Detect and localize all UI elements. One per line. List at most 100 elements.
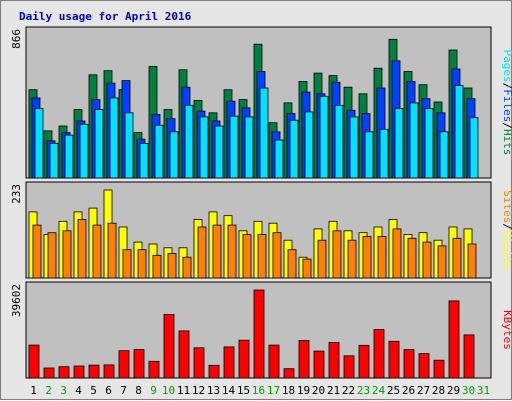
kbytes-kbytes-bar-day-11 [178, 330, 190, 379]
visits-sites-bar-day-25 [392, 228, 402, 279]
kbytes-kbytes-bar-day-22 [343, 355, 355, 379]
kbytes-kbytes-bar-day-1 [28, 344, 40, 379]
y-max-labels: 866 233 39602 [10, 29, 23, 317]
visits-sites-bar-day-7 [122, 249, 132, 279]
kbytes-kbytes-bar-day-9 [148, 360, 160, 379]
requests-pages-bar-day-17 [274, 139, 284, 179]
legend-item-kbytes: KBytes [501, 310, 512, 350]
visits-sites-bar-day-30 [467, 243, 477, 279]
kbytes-kbytes-bar-day-12 [193, 347, 205, 379]
requests-pages-bar-day-14 [229, 115, 239, 179]
day-label-15: 15 [237, 384, 250, 397]
visits-sites-bar-day-10 [167, 253, 177, 279]
requests-pages-bar-day-28 [439, 131, 449, 179]
legend-separator: / [501, 83, 512, 90]
visits-sites-bar-day-14 [227, 224, 237, 279]
kbytes-kbytes-bar-day-13 [208, 364, 220, 379]
kbytes-kbytes-bar-day-19 [298, 339, 310, 379]
kbytes-kbytes-bar-day-21 [328, 341, 340, 379]
visits-sites-bar-day-29 [452, 237, 462, 279]
bar-layer [28, 38, 479, 379]
kbytes-kbytes-bar-day-14 [223, 346, 235, 379]
requests-pages-bar-day-25 [394, 108, 404, 179]
day-label-25: 25 [387, 384, 400, 397]
day-label-22: 22 [342, 384, 355, 397]
day-label-5: 5 [90, 384, 97, 397]
panel-kbytes-y-max-label: 39602 [10, 284, 23, 317]
visits-sites-bar-day-8 [137, 249, 147, 279]
requests-pages-bar-day-22 [349, 116, 359, 179]
requests-pages-bar-day-26 [409, 102, 419, 179]
legend-item-hits: Hits [501, 129, 512, 156]
kbytes-kbytes-bar-day-4 [73, 365, 85, 379]
kbytes-kbytes-bar-day-26 [403, 349, 415, 379]
visits-sites-bar-day-6 [107, 222, 117, 279]
requests-pages-bar-day-27 [424, 108, 434, 179]
day-label-3: 3 [60, 384, 67, 397]
visits-sites-bar-day-20 [317, 239, 327, 279]
day-label-4: 4 [75, 384, 82, 397]
visits-sites-bar-day-12 [197, 226, 207, 279]
chart-title: Daily usage for April 2016 [19, 10, 192, 23]
kbytes-kbytes-bar-day-24 [373, 329, 385, 379]
day-label-9: 9 [150, 384, 157, 397]
day-labels: 1 2 3 4 5 6 7 8 9 10 11 12 13 14 15 16 17 18 19 20 21 22 23 24 2… [30, 384, 490, 397]
kbytes-kbytes-bar-day-23 [358, 344, 370, 379]
panel-requests-y-max-label: 866 [10, 29, 23, 49]
requests-pages-bar-day-30 [469, 117, 479, 179]
requests-pages-bar-day-10 [169, 131, 179, 179]
panel-kbytes-legend: KBytes [501, 310, 512, 350]
requests-pages-bar-day-8 [139, 142, 149, 179]
day-label-14: 14 [222, 384, 236, 397]
kbytes-kbytes-bar-day-15 [238, 339, 250, 379]
day-label-1: 1 [30, 384, 37, 397]
requests-pages-bar-day-19 [304, 111, 314, 179]
visits-sites-bar-day-5 [92, 224, 102, 279]
visits-sites-bar-day-21 [332, 230, 342, 279]
kbytes-kbytes-bar-day-17 [268, 344, 280, 379]
day-label-16: 16 [252, 384, 265, 397]
legend-separator: / [501, 122, 512, 129]
kbytes-kbytes-bar-day-29 [448, 300, 460, 379]
day-label-19: 19 [297, 384, 310, 397]
requests-pages-bar-day-3 [64, 134, 74, 179]
day-label-13: 13 [207, 384, 220, 397]
visits-sites-bar-day-9 [152, 254, 162, 279]
day-label-2: 2 [45, 384, 52, 397]
requests-pages-bar-day-18 [289, 119, 299, 179]
kbytes-kbytes-bar-day-7 [118, 350, 130, 379]
requests-pages-bar-day-23 [364, 131, 374, 179]
requests-pages-bar-day-2 [49, 142, 59, 179]
day-label-27: 27 [417, 384, 430, 397]
requests-pages-bar-day-21 [334, 104, 344, 179]
requests-pages-bar-day-7 [124, 112, 134, 179]
day-label-8: 8 [135, 384, 142, 397]
kbytes-kbytes-bar-day-5 [88, 364, 100, 379]
kbytes-kbytes-bar-day-2 [43, 367, 55, 379]
visits-sites-bar-day-2 [47, 232, 57, 279]
legend-separator: / [501, 223, 512, 230]
day-label-11: 11 [177, 384, 190, 397]
requests-pages-bar-day-13 [214, 125, 224, 179]
requests-pages-bar-day-6 [109, 97, 119, 179]
visits-sites-bar-day-17 [272, 232, 282, 279]
day-label-18: 18 [282, 384, 295, 397]
kbytes-kbytes-bar-day-20 [313, 350, 325, 379]
visits-sites-bar-day-22 [347, 239, 357, 279]
visits-sites-bar-day-15 [242, 234, 252, 279]
requests-pages-bar-day-24 [379, 128, 389, 179]
visits-sites-bar-day-11 [182, 256, 192, 279]
day-label-28: 28 [432, 384, 445, 397]
requests-pages-bar-day-29 [454, 85, 464, 179]
kbytes-kbytes-bar-day-30 [463, 334, 475, 379]
day-label-23: 23 [357, 384, 370, 397]
requests-pages-bar-day-15 [244, 116, 254, 179]
kbytes-kbytes-bar-day-6 [103, 364, 115, 379]
kbytes-kbytes-bar-day-3 [58, 366, 70, 379]
day-label-7: 7 [120, 384, 127, 397]
requests-pages-bar-day-1 [34, 108, 44, 179]
visits-sites-bar-day-26 [407, 237, 417, 279]
day-label-17: 17 [267, 384, 280, 397]
